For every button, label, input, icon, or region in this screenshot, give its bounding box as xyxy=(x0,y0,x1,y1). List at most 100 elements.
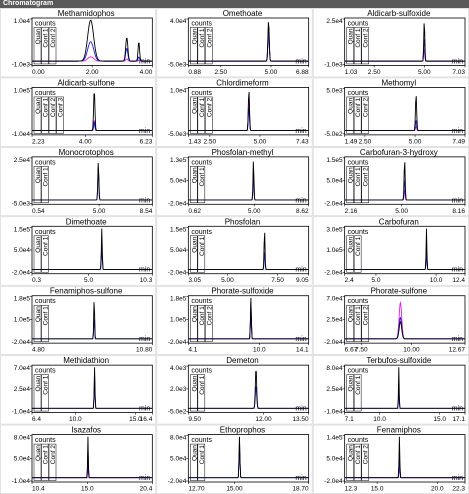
panel-border xyxy=(0,355,157,425)
legend-box xyxy=(353,443,362,481)
legend-box xyxy=(361,27,369,65)
legend-box xyxy=(197,443,206,481)
x-tick-label: 12.4 xyxy=(452,277,465,284)
x-tick-label: 10.0 xyxy=(430,277,443,284)
trace-quan xyxy=(344,23,465,62)
y-tick-bottom: -5.0e2 xyxy=(168,409,187,416)
legend-box xyxy=(190,27,198,65)
y-tick-mid: 2.5e4 xyxy=(326,316,343,323)
legend-conf1: Conf 1 xyxy=(199,306,206,326)
panel-title: Aldicarb-sulfone xyxy=(57,78,115,87)
x-tick-label: 5.0 xyxy=(371,277,380,284)
x-tick-label: 2.16 xyxy=(345,208,358,215)
legend-quan: Quan xyxy=(348,167,355,183)
plot-frame xyxy=(187,225,310,275)
trace-quan xyxy=(344,320,465,340)
panel-title: Demeton xyxy=(226,356,258,365)
trace-quan xyxy=(32,93,153,132)
y-tick-bottom: -1.0e3 xyxy=(324,61,343,68)
min-label: min xyxy=(295,336,306,343)
plot-frame xyxy=(187,434,310,483)
panel-border xyxy=(0,77,157,147)
legend-box xyxy=(33,304,42,342)
x-tick-label: 7.50 xyxy=(271,277,284,284)
legend-conf1: Conf 1 xyxy=(43,375,50,395)
panel-title: Methamidophos xyxy=(58,9,115,18)
x-tick-label: 6.88 xyxy=(296,69,309,76)
panel-title: Methomyl xyxy=(381,78,416,87)
y-tick-mid: 5.0e4 xyxy=(14,247,31,254)
y-tick-top: 1.0e5 xyxy=(14,87,31,94)
counts-label: counts xyxy=(191,368,212,375)
trace-quan xyxy=(344,96,465,132)
legend-quan: Quan xyxy=(191,167,198,183)
counts-label: counts xyxy=(348,159,369,166)
legend-quan: Quan xyxy=(35,306,42,322)
min-label: min xyxy=(139,128,150,135)
x-tick-label: 5.00 xyxy=(418,69,431,76)
y-tick-top: 1.0e4 xyxy=(170,87,187,94)
y-tick-bottom: -1.0e4 xyxy=(324,409,343,416)
x-tick-label: 0.00 xyxy=(32,69,45,76)
y-tick-bottom: -5.0e3 xyxy=(168,61,187,68)
min-label: min xyxy=(295,197,306,204)
y-tick-top: 1.4e5 xyxy=(326,435,343,442)
panel-border xyxy=(156,285,313,355)
y-tick-mid: 2.0e3 xyxy=(170,386,187,393)
y-tick-top: 3.0e5 xyxy=(326,226,343,233)
x-tick-label: 9.50 xyxy=(188,416,201,423)
counts-label: counts xyxy=(348,21,369,28)
y-tick-bottom: -1.0e4 xyxy=(12,409,31,416)
panel-border xyxy=(312,8,469,78)
x-tick-label: 12.70 xyxy=(188,486,205,493)
legend-box xyxy=(190,304,198,342)
plot-frame xyxy=(187,156,310,205)
x-tick-label: 15.0 xyxy=(129,416,142,423)
y-tick-top: 1.8e5 xyxy=(170,296,187,303)
min-label: min xyxy=(139,58,150,65)
x-tick-label: 10.80 xyxy=(136,347,153,354)
legend-conf2: Conf 2 xyxy=(206,306,213,326)
legend-box xyxy=(190,96,198,134)
counts-label: counts xyxy=(35,159,56,166)
counts-label: counts xyxy=(348,437,369,444)
y-tick-mid: 1.0e5 xyxy=(326,247,343,254)
x-tick-label: 14.1 xyxy=(296,347,309,354)
legend-box xyxy=(361,443,369,481)
x-tick-label: 7.50 xyxy=(355,347,368,354)
x-tick-label: 12.3 xyxy=(345,486,358,493)
y-tick-top: 7.0e4 xyxy=(14,365,31,372)
legend-conf1: Conf 1 xyxy=(355,98,362,118)
panel-border xyxy=(156,8,313,78)
legend-box xyxy=(197,96,206,134)
legend-quan: Quan xyxy=(191,375,198,391)
legend-box xyxy=(346,235,354,273)
y-tick-top: 1.5e5 xyxy=(326,157,343,164)
legend-box xyxy=(41,374,49,412)
y-tick-top: 4.0e3 xyxy=(170,365,187,372)
x-tick-label: 22.3 xyxy=(452,486,465,493)
legend-quan: Quan xyxy=(191,98,198,114)
legend-box xyxy=(361,304,369,342)
trace-quan xyxy=(188,371,309,409)
legend-box xyxy=(41,235,49,273)
legend-box xyxy=(197,374,206,412)
x-tick-label: 6.67 xyxy=(345,347,358,354)
x-tick-label: 9.05 xyxy=(296,277,309,284)
x-tick-label: 13.50 xyxy=(292,416,309,423)
legend-box xyxy=(33,235,42,273)
legend-box xyxy=(190,235,198,273)
min-label: min xyxy=(452,197,463,204)
legend-box xyxy=(190,374,198,412)
legend-conf2: Conf 2 xyxy=(206,98,213,118)
legend-conf2: Conf 2 xyxy=(206,28,213,48)
legend-box xyxy=(33,96,42,134)
